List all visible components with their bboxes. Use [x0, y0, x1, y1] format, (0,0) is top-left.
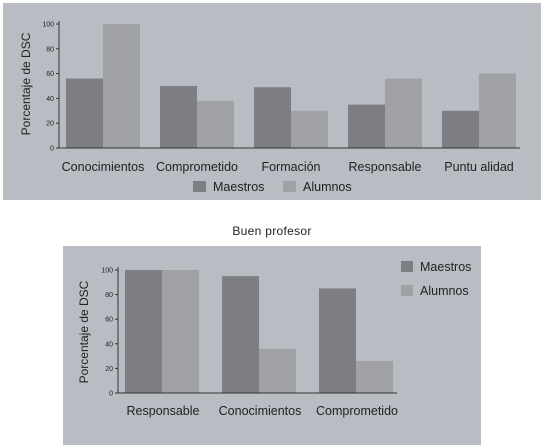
y-tick-label: 20 — [46, 121, 54, 128]
y-tick-label: 100 — [101, 268, 113, 275]
legend-swatch-alumnos — [401, 285, 413, 296]
y-tick-label: 80 — [105, 292, 113, 299]
bar-alumnos-comprometido — [197, 100, 234, 148]
y-tick-label: 80 — [46, 46, 54, 53]
y-tick-label: 40 — [105, 341, 113, 348]
category-label: Responsable — [127, 404, 200, 418]
y-tick-label: 100 — [42, 22, 54, 29]
bar-maestros-puntualidad — [442, 110, 479, 148]
bar-alumnos-comprometido — [356, 361, 393, 393]
legend-swatch-maestros — [401, 261, 413, 272]
bar-maestros-comprometido — [160, 86, 197, 148]
category-label: Conocimientos — [219, 404, 302, 418]
bar-alumnos-responsable — [162, 270, 199, 393]
category-label: Responsable — [349, 160, 422, 174]
bar-maestros-conocimientos — [222, 276, 259, 393]
legend-label-maestros: Maestros — [213, 180, 264, 194]
chart-caption: Buen profesor — [232, 224, 312, 238]
chart-2: 0 20 40 60 80 100 Responsable Conocimientos Comp… — [77, 260, 471, 418]
category-label: Formación — [261, 160, 320, 174]
bar-maestros-formación — [254, 87, 291, 148]
legend-swatch-alumnos — [283, 181, 296, 192]
legend-label-maestros: Maestros — [420, 260, 471, 274]
y-axis-label: Porcentaje de DSC — [19, 32, 33, 135]
bar-alumnos-puntualidad — [479, 73, 516, 148]
bar-alumnos-conocimientos — [259, 348, 296, 393]
y-tick-label: 20 — [105, 366, 113, 373]
bar-maestros-responsable — [348, 104, 385, 148]
category-label: Comprometido — [156, 160, 238, 174]
category-label: Comprometido — [316, 404, 398, 418]
y-tick-label: 0 — [50, 146, 54, 153]
bar-maestros-responsable — [125, 270, 162, 393]
legend-label-alumnos: Alumnos — [303, 180, 352, 194]
y-tick-label: 0 — [109, 391, 113, 398]
category-label: Conocimientos — [62, 160, 145, 174]
bar-alumnos-formación — [291, 110, 328, 148]
bar-alumnos-conocimientos — [103, 24, 140, 148]
y-axis-label: Porcentaje de DSC — [77, 280, 91, 383]
y-tick-label: 40 — [46, 96, 54, 103]
category-label: Puntu alidad — [444, 160, 514, 174]
bar-maestros-conocimientos — [66, 78, 103, 148]
chart-1: 0 20 40 60 80 100 Conocimientos Comprometido For… — [19, 21, 520, 194]
bar-alumnos-responsable — [385, 78, 422, 148]
legend-swatch-maestros — [193, 181, 206, 192]
y-tick-label: 60 — [105, 317, 113, 324]
y-tick-label: 60 — [46, 71, 54, 78]
bar-maestros-comprometido — [319, 288, 356, 393]
legend-label-alumnos: Alumnos — [420, 284, 469, 298]
